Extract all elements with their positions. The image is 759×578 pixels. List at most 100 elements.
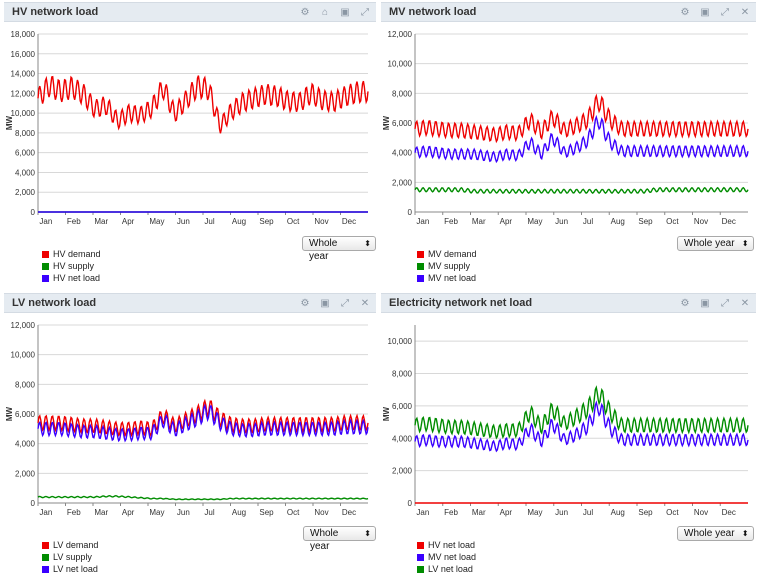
x-tick-label: Nov (694, 217, 708, 226)
period-select[interactable]: Whole year ⬍ (677, 236, 754, 251)
y-axis-label: MW (382, 406, 391, 421)
legend-swatch (42, 250, 49, 258)
legend-label: LV net load (53, 564, 98, 574)
lock-icon[interactable]: ▣ (700, 298, 710, 309)
x-tick-label: Jan (416, 217, 429, 226)
series-line-mv-net-load (414, 400, 749, 453)
y-tick-label: 18,000 (11, 30, 36, 39)
x-tick-label: Sep (638, 217, 653, 226)
expand-icon[interactable]: ⤢ (361, 7, 369, 18)
panel-title: Electricity network net load (389, 297, 533, 309)
select-arrows-icon: ⬍ (741, 239, 749, 248)
y-tick-label: 14,000 (11, 70, 36, 79)
gears-icon[interactable]: ⚙ (680, 7, 690, 18)
x-tick-label: Jan (416, 508, 429, 517)
y-tick-label: 4,000 (15, 168, 36, 177)
legend-label: LV net load (428, 564, 473, 574)
select-arrows-icon: ⬍ (741, 529, 749, 538)
expand-icon[interactable]: ⤢ (721, 298, 729, 309)
lock-icon[interactable]: ▣ (700, 7, 710, 18)
x-tick-label: Aug (232, 508, 246, 517)
x-tick-label: Oct (287, 217, 300, 226)
series-line-mv-demand (414, 93, 749, 144)
x-tick-label: Oct (666, 508, 679, 517)
x-tick-label: Sep (259, 508, 274, 517)
period-select[interactable]: Whole year ⬍ (303, 526, 376, 552)
select-arrows-icon: ⬍ (364, 529, 371, 538)
legend-label: MV supply (428, 261, 471, 271)
legend-item[interactable]: LV supply (42, 551, 98, 563)
x-tick-label: Dec (342, 508, 356, 517)
close-icon[interactable]: ✕ (740, 7, 750, 18)
chart-legend: HV demand HV supply HV net load (42, 248, 101, 284)
legend-item[interactable]: MV net load (417, 272, 477, 284)
x-tick-label: May (149, 508, 164, 517)
legend-item[interactable]: HV net load (417, 539, 476, 551)
legend-item[interactable]: HV net load (42, 272, 101, 284)
expand-icon[interactable]: ⤢ (341, 298, 349, 309)
x-tick-label: Mar (94, 217, 108, 226)
y-tick-label: 6,000 (15, 149, 36, 158)
gears-icon[interactable]: ⚙ (680, 298, 690, 309)
x-tick-label: Feb (67, 217, 81, 226)
x-tick-label: Dec (722, 508, 736, 517)
x-tick-label: Mar (94, 508, 108, 517)
lock-icon[interactable]: ▣ (340, 7, 350, 18)
x-tick-label: Oct (287, 508, 300, 517)
x-tick-label: Jul (583, 508, 593, 517)
x-tick-label: May (149, 217, 164, 226)
period-select[interactable]: Whole year ⬍ (677, 526, 754, 541)
x-tick-label: Feb (444, 217, 458, 226)
y-tick-label: 12,000 (11, 89, 36, 98)
x-tick-label: May (527, 508, 542, 517)
period-select[interactable]: Whole year ⬍ (302, 236, 376, 262)
y-tick-label: 2,000 (15, 188, 36, 197)
expand-icon[interactable]: ⤢ (721, 7, 729, 18)
gears-icon[interactable]: ⚙ (300, 7, 310, 18)
x-tick-label: Apr (122, 217, 135, 226)
close-icon[interactable]: ✕ (740, 298, 750, 309)
x-tick-label: May (527, 217, 542, 226)
series-line-lv-net-load (37, 403, 369, 443)
panel-toolbar: ⚙ ▣ ⤢ ✕ (296, 295, 374, 312)
x-tick-label: Sep (259, 217, 274, 226)
x-tick-label: Feb (67, 508, 81, 517)
legend-item[interactable]: LV net load (417, 563, 476, 575)
legend-swatch (42, 565, 49, 573)
legend-swatch (417, 541, 424, 549)
lock-icon[interactable]: ▣ (320, 298, 330, 309)
y-tick-label: 0 (408, 499, 413, 508)
x-tick-label: Mar (472, 508, 486, 517)
y-tick-label: 4,000 (15, 440, 36, 449)
hv-network-load-chart: 0 2,000 4,000 6,000 8,000 10,000 12,000 14,000 1… (5, 30, 369, 226)
x-tick-label: Jun (177, 217, 190, 226)
close-icon[interactable]: ✕ (360, 298, 370, 309)
legend-label: MV net load (428, 552, 477, 562)
gears-icon[interactable]: ⚙ (300, 298, 310, 309)
legend-item[interactable]: MV supply (417, 260, 477, 272)
panel-toolbar: ⚙ ▣ ⤢ ✕ (676, 4, 754, 21)
legend-item[interactable]: MV demand (417, 248, 477, 260)
y-tick-label: 10,000 (11, 351, 36, 360)
y-tick-label: 6,000 (392, 119, 413, 128)
x-tick-label: Jul (204, 508, 214, 517)
panel-header: Electricity network net load ⚙ ▣ ⤢ ✕ (381, 293, 756, 313)
home-icon[interactable]: ⌂ (321, 7, 329, 18)
legend-item[interactable]: HV supply (42, 260, 101, 272)
legend-item[interactable]: MV net load (417, 551, 476, 563)
x-tick-label: Jun (555, 508, 568, 517)
y-tick-label: 0 (31, 208, 36, 217)
y-tick-label: 2,000 (392, 467, 413, 476)
panel-header: HV network load ⚙ ⌂ ▣ ⤢ (4, 2, 376, 22)
legend-item[interactable]: LV net load (42, 563, 98, 575)
y-tick-label: 0 (408, 208, 413, 217)
legend-item[interactable]: HV demand (42, 248, 101, 260)
legend-label: HV supply (53, 261, 95, 271)
x-tick-label: Jan (39, 217, 52, 226)
panel-header: MV network load ⚙ ▣ ⤢ ✕ (381, 2, 756, 22)
legend-item[interactable]: LV demand (42, 539, 98, 551)
y-axis-label: MW (5, 115, 14, 130)
legend-swatch (417, 274, 424, 282)
y-axis-label: MW (382, 115, 391, 130)
series-line-hv-demand (37, 75, 369, 134)
